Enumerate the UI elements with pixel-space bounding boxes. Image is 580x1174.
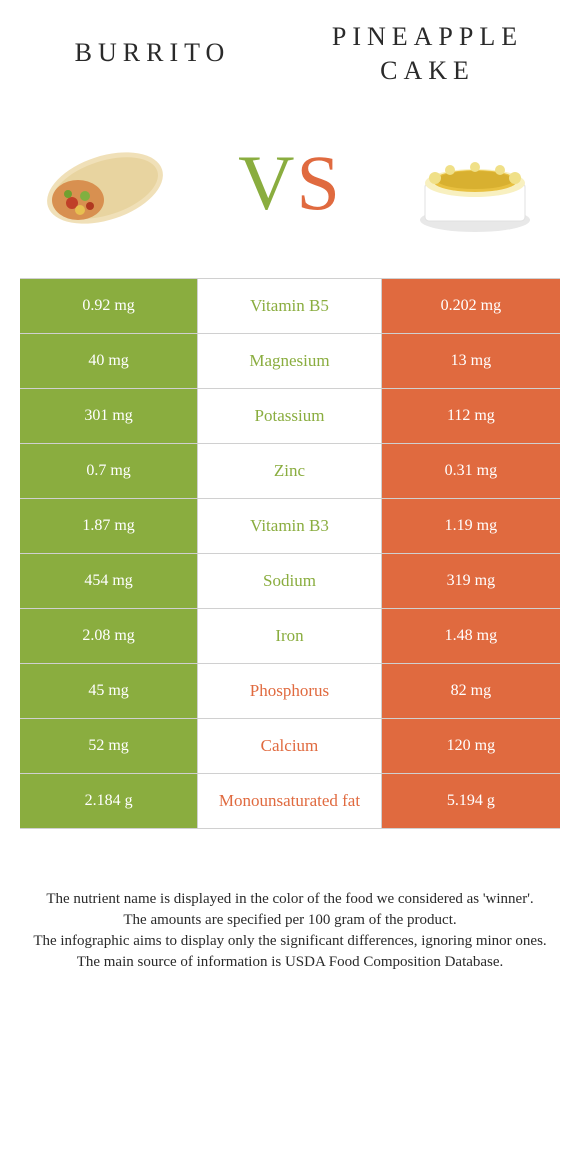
right-value: 0.202 mg <box>382 279 560 333</box>
table-row: 45 mgPhosphorus82 mg <box>20 664 560 719</box>
right-value: 13 mg <box>382 334 560 388</box>
left-value: 45 mg <box>20 664 198 718</box>
vs-s-letter: S <box>296 139 341 226</box>
left-value: 1.87 mg <box>20 499 198 553</box>
right-value: 82 mg <box>382 664 560 718</box>
table-row: 40 mgMagnesium13 mg <box>20 334 560 389</box>
vs-label: VS <box>238 138 342 228</box>
left-value: 2.08 mg <box>20 609 198 663</box>
right-value: 112 mg <box>382 389 560 443</box>
right-value: 120 mg <box>382 719 560 773</box>
nutrient-name: Monounsaturated fat <box>198 774 382 828</box>
right-value: 0.31 mg <box>382 444 560 498</box>
footer-line-4: The main source of information is USDA F… <box>30 952 550 973</box>
right-value: 1.48 mg <box>382 609 560 663</box>
right-value: 319 mg <box>382 554 560 608</box>
comparison-table: 0.92 mgVitamin B50.202 mg40 mgMagnesium1… <box>20 278 560 829</box>
footer-line-3: The infographic aims to display only the… <box>30 931 550 952</box>
table-row: 301 mgPotassium112 mg <box>20 389 560 444</box>
right-food-title: PINEAPPLE CAKE <box>315 20 540 88</box>
footer-line-1: The nutrient name is displayed in the co… <box>30 889 550 910</box>
table-row: 454 mgSodium319 mg <box>20 554 560 609</box>
nutrient-name: Magnesium <box>198 334 382 388</box>
table-row: 0.92 mgVitamin B50.202 mg <box>20 279 560 334</box>
table-row: 0.7 mgZinc0.31 mg <box>20 444 560 499</box>
right-value: 5.194 g <box>382 774 560 828</box>
nutrient-name: Vitamin B5 <box>198 279 382 333</box>
nutrient-name: Potassium <box>198 389 382 443</box>
footer-line-2: The amounts are specified per 100 gram o… <box>30 910 550 931</box>
left-value: 454 mg <box>20 554 198 608</box>
table-row: 1.87 mgVitamin B31.19 mg <box>20 499 560 554</box>
table-row: 2.08 mgIron1.48 mg <box>20 609 560 664</box>
nutrient-name: Sodium <box>198 554 382 608</box>
left-food-title: BURRITO <box>40 20 265 70</box>
nutrient-name: Iron <box>198 609 382 663</box>
nutrient-name: Zinc <box>198 444 382 498</box>
left-value: 0.92 mg <box>20 279 198 333</box>
table-row: 2.184 gMonounsaturated fat5.194 g <box>20 774 560 829</box>
title-row: BURRITO PINEAPPLE CAKE <box>20 20 560 88</box>
pineapple-cake-image <box>400 128 550 238</box>
left-value: 301 mg <box>20 389 198 443</box>
left-value: 52 mg <box>20 719 198 773</box>
right-value: 1.19 mg <box>382 499 560 553</box>
vs-row: VS <box>20 128 560 238</box>
burrito-image <box>30 128 180 238</box>
footer-notes: The nutrient name is displayed in the co… <box>20 889 560 973</box>
left-value: 2.184 g <box>20 774 198 828</box>
nutrient-name: Phosphorus <box>198 664 382 718</box>
table-row: 52 mgCalcium120 mg <box>20 719 560 774</box>
left-value: 0.7 mg <box>20 444 198 498</box>
left-value: 40 mg <box>20 334 198 388</box>
nutrient-name: Vitamin B3 <box>198 499 382 553</box>
vs-v-letter: V <box>238 139 296 226</box>
nutrient-name: Calcium <box>198 719 382 773</box>
